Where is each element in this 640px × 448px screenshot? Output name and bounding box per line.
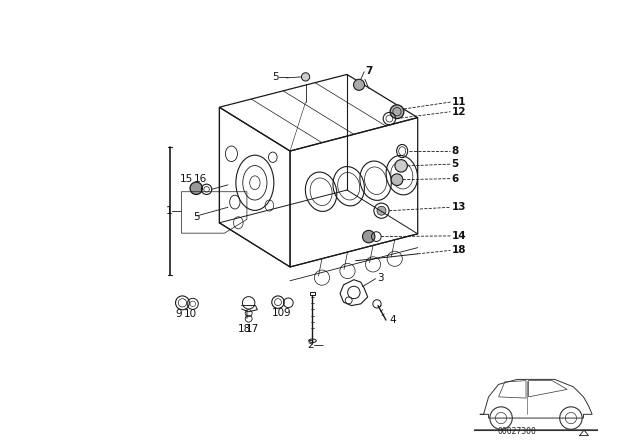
Text: 12: 12 bbox=[451, 107, 466, 117]
Text: 14: 14 bbox=[451, 231, 466, 241]
Text: 10: 10 bbox=[184, 309, 197, 319]
Circle shape bbox=[395, 159, 407, 172]
Text: 11: 11 bbox=[451, 97, 466, 107]
Text: 10: 10 bbox=[272, 308, 285, 318]
Text: 5—: 5— bbox=[272, 72, 289, 82]
Text: 13: 13 bbox=[451, 202, 466, 212]
Circle shape bbox=[377, 206, 386, 215]
Text: 00027300: 00027300 bbox=[498, 427, 537, 436]
Text: 5: 5 bbox=[451, 159, 459, 169]
Circle shape bbox=[301, 73, 310, 81]
Circle shape bbox=[190, 182, 202, 194]
Text: 8: 8 bbox=[451, 146, 459, 156]
Text: 18: 18 bbox=[451, 246, 466, 255]
Circle shape bbox=[391, 174, 403, 185]
Text: 15: 15 bbox=[180, 174, 193, 184]
Text: 2—: 2— bbox=[307, 340, 324, 350]
Text: 7: 7 bbox=[365, 66, 372, 76]
Text: 1—: 1— bbox=[166, 206, 183, 216]
Text: 18: 18 bbox=[237, 324, 251, 334]
Text: 9: 9 bbox=[283, 308, 290, 318]
Circle shape bbox=[390, 105, 404, 119]
Circle shape bbox=[362, 230, 375, 243]
Text: 4: 4 bbox=[389, 315, 396, 325]
Text: 5: 5 bbox=[193, 211, 200, 222]
Text: 17: 17 bbox=[246, 324, 259, 334]
Text: 9: 9 bbox=[175, 309, 182, 319]
Text: 3: 3 bbox=[377, 273, 383, 283]
Circle shape bbox=[353, 79, 365, 90]
Text: 16: 16 bbox=[193, 174, 207, 184]
Text: 6: 6 bbox=[451, 174, 459, 184]
